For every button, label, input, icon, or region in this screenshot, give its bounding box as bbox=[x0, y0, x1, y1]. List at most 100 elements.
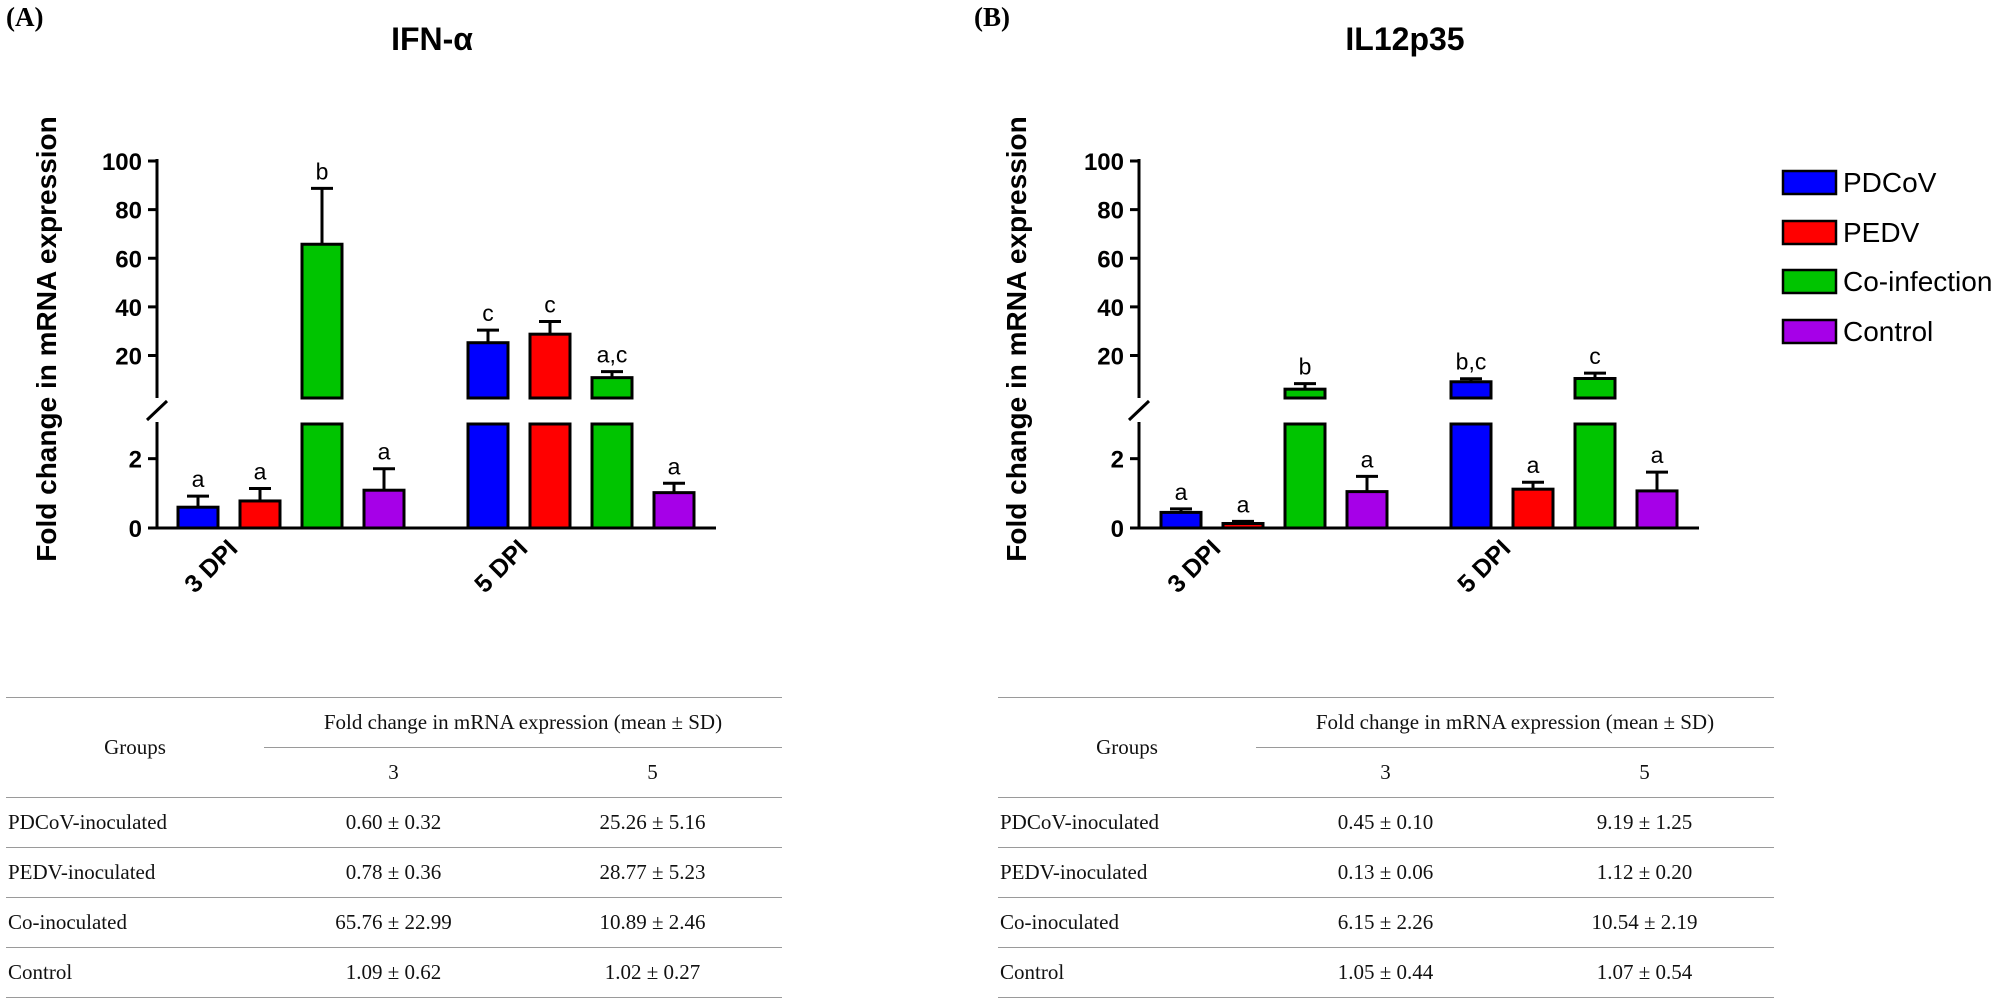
table-row: PEDV-inoculated 0.13 ± 0.06 1.12 ± 0.20 bbox=[998, 847, 1774, 898]
panel-b-y-tick-label: 60 bbox=[1097, 246, 1124, 273]
panel-a-significance-label: c bbox=[482, 300, 494, 326]
table-a-value-cell: 0.78 ± 0.36 bbox=[264, 847, 523, 898]
table-b-col-header-3: 3 bbox=[1380, 760, 1391, 784]
table-b-value-cell: 1.05 ± 0.44 bbox=[1256, 947, 1515, 998]
table-a-group-cell: Co-inoculated bbox=[6, 897, 264, 948]
panel-a-plot-area: 0 2 20 40 60 80 100 a c a c b a,c a a 3 DPI 5 DPI bbox=[102, 149, 716, 598]
panel-a-y-axis-label: Fold change in mRNA expression bbox=[31, 116, 62, 561]
table-a-value-cell: 1.02 ± 0.27 bbox=[523, 947, 782, 998]
panel-b-y-tick-label: 40 bbox=[1097, 295, 1124, 322]
panel-a-y-tick-label: 2 bbox=[129, 447, 142, 474]
legend-swatch-pdcov bbox=[1781, 169, 1838, 196]
panel-a-significance-label: a bbox=[192, 466, 205, 492]
panel-a-y-tick-label: 0 bbox=[129, 516, 142, 543]
panel-a-y-tick-label: 40 bbox=[115, 295, 142, 322]
panel-a-title: IFN-α bbox=[391, 21, 473, 57]
table-a-value-cell: 28.77 ± 5.23 bbox=[523, 847, 782, 898]
panel-a-y-tick-label: 60 bbox=[115, 246, 142, 273]
panel-a-bar-pdcov-5dpi-lower bbox=[466, 422, 510, 530]
table-b-span-header: Fold change in mRNA expression (mean ± S… bbox=[1256, 697, 1774, 748]
table-row: Co-inoculated 65.76 ± 22.99 10.89 ± 2.46 bbox=[6, 897, 782, 948]
legend-label-control: Control bbox=[1843, 316, 1933, 347]
panel-a-significance-label: a bbox=[378, 439, 391, 465]
panel-a-y-tick-label: 80 bbox=[115, 198, 142, 225]
table-a-col-header-5: 5 bbox=[647, 760, 658, 784]
panel-b-table: Groups Fold change in mRNA expression (m… bbox=[998, 697, 1774, 998]
panel-b-bar-co-infection-5dpi-upper bbox=[1573, 376, 1617, 400]
panel-b-significance-label: a bbox=[1361, 446, 1374, 472]
panel-a-letter: (A) bbox=[6, 2, 43, 32]
legend-label-pdcov: PDCoV bbox=[1843, 167, 1937, 198]
panel-a-significance-label: a bbox=[668, 453, 681, 479]
panel-b-significance-label: b,c bbox=[1456, 349, 1487, 375]
table-a-group-cell: PEDV-inoculated bbox=[6, 847, 264, 898]
table-b-value-cell: 1.07 ± 0.54 bbox=[1515, 947, 1774, 998]
panel-a-bar-co-infection-3dpi-lower bbox=[300, 422, 344, 530]
panel-b-significance-label: b bbox=[1299, 354, 1312, 380]
panel-b-bar-co-infection-5dpi-lower bbox=[1573, 422, 1617, 530]
panel-b-y-tick-label: 0 bbox=[1111, 516, 1124, 543]
table-row: Control 1.09 ± 0.62 1.02 ± 0.27 bbox=[6, 947, 782, 998]
table-a-col-header-3: 3 bbox=[388, 760, 399, 784]
panel-b-bar-pdcov-5dpi-upper bbox=[1449, 380, 1493, 400]
table-a-groups-header: Groups bbox=[6, 697, 264, 798]
panel-a-bar-control-5dpi bbox=[652, 491, 696, 530]
panel-a-bar-control-3dpi bbox=[362, 488, 406, 530]
legend-swatch-co-infection bbox=[1781, 268, 1838, 295]
panel-a-bar-co-infection-3dpi-upper bbox=[300, 242, 344, 400]
panel-b-chart: (B) IL12p35 Fold change in mRNA expressi… bbox=[974, 2, 1699, 598]
legend-swatch-control bbox=[1781, 318, 1838, 345]
panel-b-category-label: 5 DPI bbox=[1452, 534, 1516, 598]
table-row: PEDV-inoculated 0.78 ± 0.36 28.77 ± 5.23 bbox=[6, 847, 782, 898]
panel-b-bar-pedv-3dpi bbox=[1221, 521, 1265, 530]
panel-a-category-label: 3 DPI bbox=[179, 534, 243, 598]
panel-a-bar-pdcov-3dpi bbox=[176, 505, 220, 530]
panel-b-category-label: 3 DPI bbox=[1162, 534, 1226, 598]
panel-a-bar-pedv-5dpi-lower bbox=[528, 422, 572, 530]
panel-b-bar-co-infection-3dpi-upper bbox=[1283, 387, 1327, 400]
legend-swatch-pedv bbox=[1781, 219, 1838, 246]
panel-b-plot-area: 0 2 20 40 60 80 100 a b,c a a b c a a 3 DPI 5 DPI bbox=[1084, 149, 1699, 598]
panel-a-bar-pdcov-5dpi-upper bbox=[466, 341, 510, 400]
panel-a-significance-label: a,c bbox=[597, 342, 628, 368]
table-a-value-cell: 0.60 ± 0.32 bbox=[264, 797, 523, 848]
table-b-value-cell: 1.12 ± 0.20 bbox=[1515, 847, 1774, 898]
table-b-value-cell: 0.13 ± 0.06 bbox=[1256, 847, 1515, 898]
table-b-value-cell: 0.45 ± 0.10 bbox=[1256, 797, 1515, 848]
panel-b-significance-label: a bbox=[1175, 479, 1188, 505]
table-a-value-cell: 65.76 ± 22.99 bbox=[264, 897, 523, 948]
panel-a-bar-co-infection-5dpi-lower bbox=[590, 422, 634, 530]
table-b-group-cell: Co-inoculated bbox=[998, 897, 1256, 948]
panel-b-y-tick-label: 100 bbox=[1084, 149, 1124, 176]
table-row: PDCoV-inoculated 0.60 ± 0.32 25.26 ± 5.1… bbox=[6, 797, 782, 848]
panel-b-bar-pedv-5dpi bbox=[1511, 487, 1555, 530]
table-b-value-cell: 6.15 ± 2.26 bbox=[1256, 897, 1515, 948]
panel-b-y-tick-label: 20 bbox=[1097, 344, 1124, 371]
panel-b-bar-control-3dpi bbox=[1345, 490, 1389, 530]
panel-b-significance-label: a bbox=[1527, 452, 1540, 478]
panel-a-bar-co-infection-5dpi-upper bbox=[590, 376, 634, 400]
legend-label-co-infection: Co-infection bbox=[1843, 266, 1992, 297]
legend: PDCoV PEDV Co-infection Control bbox=[1781, 167, 1992, 347]
table-a-value-cell: 25.26 ± 5.16 bbox=[523, 797, 782, 848]
panel-b-bar-pdcov-5dpi-lower bbox=[1449, 422, 1493, 530]
legend-label-pedv: PEDV bbox=[1843, 217, 1920, 248]
panel-b-significance-label: a bbox=[1651, 442, 1664, 468]
panel-b-y-tick-label: 80 bbox=[1097, 198, 1124, 225]
table-b-col-header-5: 5 bbox=[1639, 760, 1650, 784]
panel-b-bar-pdcov-3dpi bbox=[1159, 510, 1203, 530]
table-b-groups-header: Groups bbox=[998, 697, 1256, 798]
panel-b-y-tick-label: 2 bbox=[1111, 447, 1124, 474]
panel-a-chart: (A) IFN-α Fold change in mRNA expression… bbox=[6, 2, 716, 598]
table-a-span-header: Fold change in mRNA expression (mean ± S… bbox=[264, 697, 782, 748]
table-b-value-cell: 9.19 ± 1.25 bbox=[1515, 797, 1774, 848]
panel-a-bar-pedv-5dpi-upper bbox=[528, 332, 572, 400]
panel-a-significance-label: c bbox=[544, 291, 556, 317]
panel-b-title: IL12p35 bbox=[1345, 21, 1464, 57]
table-a-value-cell: 1.09 ± 0.62 bbox=[264, 947, 523, 998]
panel-a-y-tick-label: 100 bbox=[102, 149, 142, 176]
panel-a-y-tick-label: 20 bbox=[115, 344, 142, 371]
panel-b-significance-label: a bbox=[1237, 491, 1250, 517]
table-row: Control 1.05 ± 0.44 1.07 ± 0.54 bbox=[998, 947, 1774, 998]
